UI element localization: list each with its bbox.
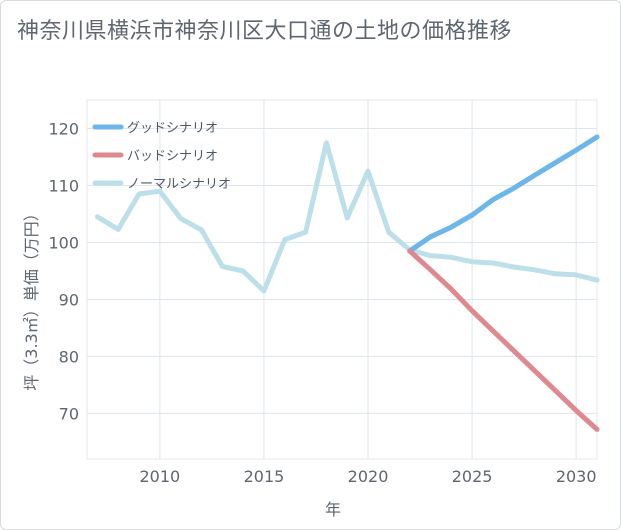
normal-scenario-line	[94, 140, 600, 294]
legend-item-normal[interactable]: ノーマルシナリオ	[92, 177, 231, 192]
legend-item-good[interactable]: グッドシナリオ	[92, 121, 218, 136]
chart-title: 神奈川県横浜市神奈川区大口通の土地の価格推移	[17, 19, 513, 44]
legend-label: ノーマルシナリオ	[127, 177, 231, 192]
legend-item-bad[interactable]: バッドシナリオ	[92, 149, 218, 164]
series-lines	[94, 134, 600, 432]
y-tick-label: 90	[59, 290, 79, 309]
y-tick-label: 70	[59, 404, 79, 423]
y-axis-label: 坪（3.3㎡）単価（万円）	[22, 205, 41, 390]
x-tick-label: 2030	[556, 467, 597, 486]
x-tick-label: 2010	[139, 467, 180, 486]
legend-label: バッドシナリオ	[127, 149, 218, 164]
axis-ticks: 70 80 90 100 110 120 2010 2015 2020 2025 2030	[48, 119, 596, 486]
x-tick-label: 2020	[348, 467, 389, 486]
y-tick-label: 110	[48, 176, 79, 195]
bad-scenario-line	[407, 248, 600, 432]
y-tick-label: 100	[48, 233, 79, 252]
legend-label: グッドシナリオ	[127, 121, 218, 136]
x-tick-label: 2015	[244, 467, 285, 486]
good-scenario-line	[407, 134, 600, 254]
grid	[86, 99, 598, 460]
x-axis-label: 年	[325, 500, 341, 519]
x-tick-label: 2025	[452, 467, 493, 486]
y-tick-label: 120	[48, 119, 79, 138]
y-tick-label: 80	[59, 347, 79, 366]
